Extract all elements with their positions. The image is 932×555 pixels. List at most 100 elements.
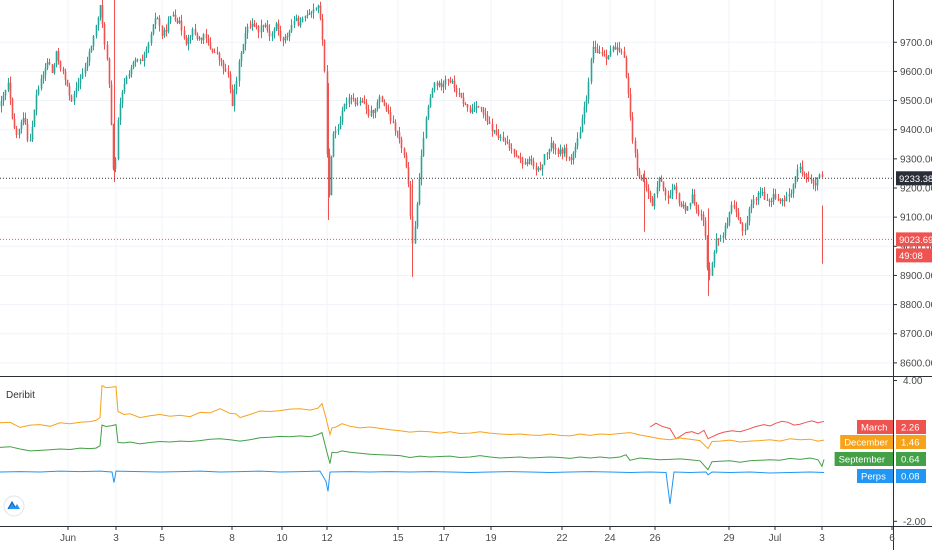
candle-body (18, 128, 21, 136)
price-pane[interactable] (0, 0, 824, 296)
candle-body (90, 46, 93, 52)
candle-body (482, 108, 485, 114)
candle-body (22, 118, 25, 123)
candle-body (341, 110, 344, 123)
candle-body (669, 195, 672, 199)
candle-body (772, 194, 775, 202)
candle-body (139, 59, 142, 61)
candle-body (92, 36, 95, 47)
candle-body (812, 179, 815, 183)
candle-body (145, 48, 148, 55)
candle-body (724, 225, 727, 236)
candle-body (372, 110, 375, 113)
candle-body (42, 74, 45, 79)
legend-tag-perps: Perps 0.08 (857, 469, 926, 483)
candle-body (207, 38, 210, 43)
candle-body (103, 24, 106, 45)
candle-body (636, 152, 639, 171)
candle-body (249, 26, 252, 28)
candle-body (640, 177, 643, 180)
candle-body (733, 204, 736, 208)
legend-name: December (844, 438, 888, 449)
time-tick-label: 22 (556, 533, 568, 544)
candle-body (585, 99, 588, 107)
candle-body (53, 65, 56, 73)
price-tick-label: 8800.00 (900, 300, 932, 311)
candle-body (766, 199, 769, 201)
indicator-tick-label: 4.00 (903, 376, 923, 387)
candle-body (334, 130, 337, 134)
candle-body (609, 50, 612, 57)
candle-body (768, 200, 771, 202)
candle-body (180, 20, 183, 31)
candle-body (524, 162, 527, 165)
candle-body (783, 199, 786, 202)
candle-body (792, 184, 795, 194)
candle-body (251, 23, 254, 27)
candle-body (504, 140, 507, 142)
candle-body (548, 148, 551, 154)
candle-body (761, 191, 764, 193)
candle-body (376, 102, 379, 110)
candle-body (471, 109, 474, 113)
price-axis[interactable]: 9700.00 9600.00 9500.00 9400.00 9300.00 9200.… (893, 38, 932, 370)
candle-body (532, 160, 535, 167)
candle-body (539, 168, 542, 170)
candle-body (570, 157, 573, 160)
candle-body (0, 101, 3, 107)
candle-body (326, 71, 329, 155)
candle-body (821, 174, 824, 177)
candle-body (486, 115, 489, 122)
candle-body (506, 141, 509, 144)
candle-body (607, 56, 610, 60)
time-tick-label: 3 (113, 533, 119, 544)
candle-body (220, 59, 223, 62)
last-price-label: 9023.69 (899, 235, 932, 246)
candle-body (484, 113, 487, 116)
legend-name-bg (840, 435, 893, 449)
candle-body (568, 157, 571, 159)
candle-body (422, 137, 425, 156)
candle-body (337, 129, 340, 131)
time-tick-label: 26 (649, 533, 661, 544)
indicator-pane[interactable]: Deribit (0, 384, 825, 504)
candle-body (385, 105, 388, 110)
candle-body (455, 88, 458, 94)
indicator-axis[interactable]: 4.00 -2.00 (893, 376, 926, 528)
candle-body (686, 206, 689, 211)
candle-body (477, 106, 480, 108)
candle-body (119, 103, 122, 120)
candle-body (618, 47, 621, 52)
candle-body (132, 62, 135, 68)
candle-body (365, 102, 368, 110)
price-tick-label: 9400.00 (900, 125, 932, 136)
candle-body (57, 51, 60, 61)
candle-body (777, 198, 780, 200)
candle-body (70, 95, 73, 102)
price-tick-label: 9700.00 (900, 38, 932, 49)
tradingview-logo-icon[interactable] (3, 495, 25, 517)
candle-body (572, 152, 575, 160)
time-tick-label: 8 (229, 533, 235, 544)
candle-body (499, 136, 502, 138)
candle-body (510, 148, 513, 150)
legend-tag-september: September 0.64 (834, 452, 926, 466)
price-tick-label: 9500.00 (900, 96, 932, 107)
candle-body (645, 181, 648, 188)
candle-body (814, 182, 817, 186)
time-axis[interactable]: Jun 3 5 8 10 12 15 17 19 22 24 26 29 Jul 3 6 (60, 526, 895, 544)
candle-body (774, 194, 777, 199)
candle-body (185, 37, 188, 45)
legend-tag-december: December 1.46 (840, 435, 926, 449)
time-tick-label: 6 (889, 533, 895, 544)
candle-body (317, 5, 320, 8)
countdown-label: 49:08 (899, 251, 923, 262)
candle-body (552, 142, 555, 149)
candle-body (680, 203, 683, 207)
candle-body (594, 46, 597, 49)
candle-body (614, 46, 617, 50)
candle-body (304, 15, 307, 18)
candle-body (323, 39, 326, 72)
candle-body (205, 33, 208, 39)
